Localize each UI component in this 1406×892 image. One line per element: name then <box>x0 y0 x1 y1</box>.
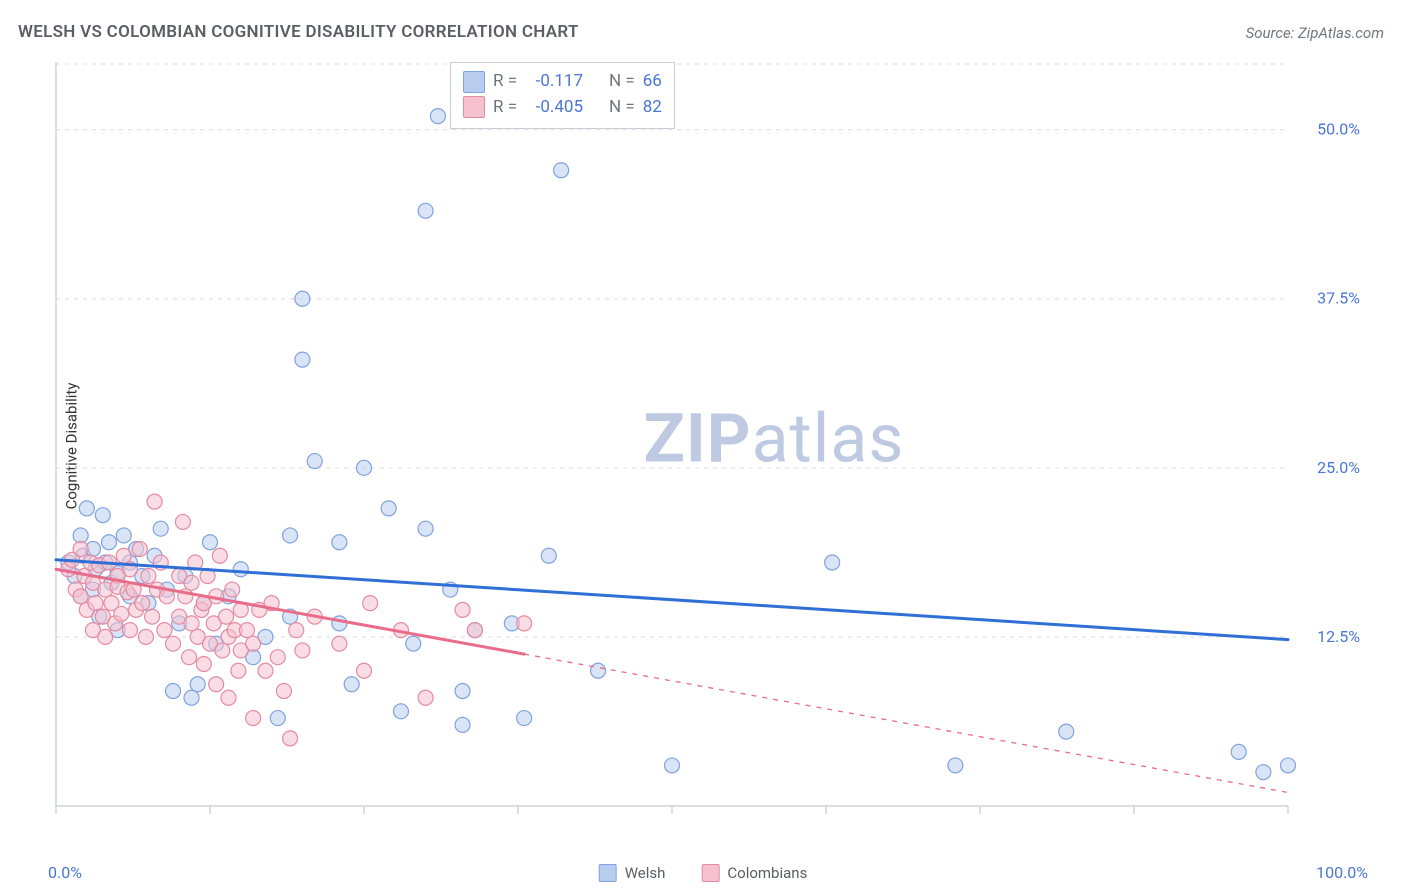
n-label: N = <box>609 69 635 95</box>
scatter-chart: 12.5% 25.0% 37.5% 50.0% ZIPatlas <box>48 56 1368 836</box>
chart-svg: 12.5% 25.0% 37.5% 50.0% ZIPatlas <box>48 56 1368 836</box>
legend-swatch <box>599 864 617 882</box>
svg-text:12.5%: 12.5% <box>1317 627 1360 646</box>
n-label: N = <box>609 95 635 121</box>
legend-item: Colombians <box>701 864 807 882</box>
stats-box: R = -0.117 N = 66 R = -0.405 N = 82 <box>450 62 675 129</box>
legend-label: Welsh <box>625 864 666 882</box>
x-min-label: 0.0% <box>48 863 82 882</box>
n-value: 82 <box>643 95 662 121</box>
svg-text:ZIPatlas: ZIPatlas <box>644 399 905 479</box>
legend: Welsh Colombians <box>599 864 808 882</box>
stats-row: R = -0.405 N = 82 <box>463 95 662 121</box>
r-label: R = <box>493 69 517 95</box>
svg-text:50.0%: 50.0% <box>1317 120 1360 139</box>
legend-swatch <box>701 864 719 882</box>
chart-title: WELSH VS COLOMBIAN COGNITIVE DISABILITY … <box>18 22 579 42</box>
series-swatch <box>463 71 485 93</box>
series-swatch <box>463 96 485 118</box>
legend-label: Colombians <box>727 864 807 882</box>
stats-row: R = -0.117 N = 66 <box>463 69 662 95</box>
n-value: 66 <box>643 69 662 95</box>
r-label: R = <box>493 95 517 121</box>
svg-text:25.0%: 25.0% <box>1317 458 1360 477</box>
r-value: -0.117 <box>525 69 583 95</box>
x-max-label: 100.0% <box>1316 863 1368 882</box>
svg-text:37.5%: 37.5% <box>1317 289 1360 308</box>
legend-item: Welsh <box>599 864 666 882</box>
source-attribution: Source: ZipAtlas.com <box>1246 24 1384 42</box>
r-value: -0.405 <box>525 95 583 121</box>
